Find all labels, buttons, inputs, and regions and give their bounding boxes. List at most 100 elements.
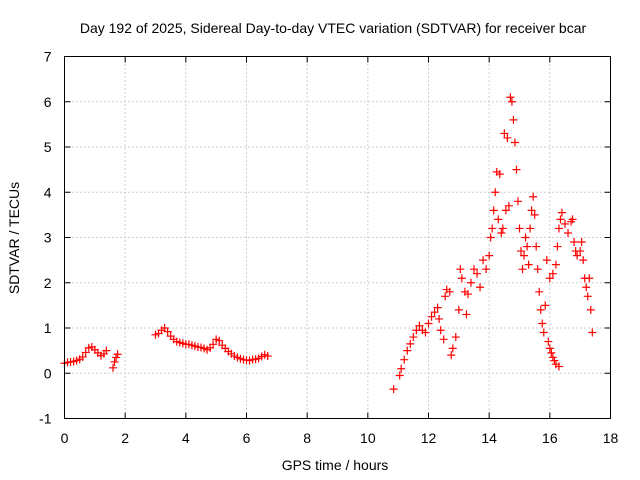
data-point [554,224,563,233]
data-point [526,224,535,233]
data-point [163,327,172,336]
data-point [530,210,539,219]
data-point [551,260,560,269]
data-point [473,269,482,278]
data-point [466,278,475,287]
data-point [570,238,579,247]
data-point [577,238,586,247]
x-tick-label: 2 [121,430,129,446]
y-axis-label: SDTVAR / TECUs [6,182,22,294]
data-point [470,265,478,274]
data-point [544,337,553,346]
data-point [536,305,545,314]
data-point [488,224,497,233]
data-point [533,265,542,274]
data-point [427,312,436,321]
data-point [517,247,526,256]
data-point [509,115,518,124]
data-point [494,215,503,224]
x-tick-label: 4 [182,430,190,446]
data-point [439,335,448,344]
data-point [573,251,582,260]
data-point [463,290,472,299]
data-point [579,256,588,265]
data-point [485,251,494,260]
data-point [564,228,573,237]
data-points [60,93,597,394]
data-point [532,242,541,251]
data-point [433,303,442,312]
data-point [482,265,491,274]
data-point [400,355,409,364]
data-point [397,364,406,373]
data-point [524,260,533,269]
data-point [441,292,450,301]
data-point [586,305,595,314]
x-tick-label: 6 [243,430,251,446]
x-tick-label: 8 [303,430,311,446]
data-point [510,138,519,147]
data-point [535,287,544,296]
data-point [263,352,272,361]
data-point [513,197,522,206]
y-tick-label: -1 [39,411,52,427]
data-point [512,165,521,174]
x-tick-label: 12 [421,430,437,446]
data-point [527,206,536,215]
data-point [585,274,594,283]
data-point [497,228,506,237]
data-point [498,224,507,233]
data-point [554,362,563,371]
data-point [389,385,398,394]
data-point [521,233,530,242]
data-point [476,283,485,292]
x-tick-label: 10 [360,430,376,446]
data-point [486,233,495,242]
data-point [110,357,119,366]
data-point [430,308,439,317]
x-tick-label: 14 [481,430,497,446]
y-tick-label: 3 [44,230,52,246]
data-point [501,206,510,215]
data-point [415,321,424,330]
x-tick-label: 18 [603,430,619,446]
y-tick-label: 7 [44,49,52,65]
data-point [421,328,430,337]
x-tick-labels: 0 2 4 6 8 10 12 14 16 18 [61,430,619,446]
y-tick-label: 4 [44,184,52,200]
data-point [81,348,90,357]
y-tick-label: 6 [44,94,52,110]
data-point [583,292,592,301]
data-point [542,256,551,265]
data-point [456,265,465,274]
data-point [489,206,498,215]
data-point [538,319,547,328]
y-tick-label: 0 [44,365,52,381]
data-point [550,356,559,365]
data-point [547,348,556,357]
data-point [462,310,471,319]
data-point [548,269,557,278]
data-point [457,274,466,283]
data-point [553,242,562,251]
data-point [451,333,460,342]
data-point [102,346,111,355]
data-point [507,97,516,106]
data-point [515,224,524,233]
data-point [395,371,404,380]
x-tick-label: 16 [542,430,558,446]
data-point [520,251,529,260]
data-point [445,287,454,296]
data-point [495,170,504,179]
data-point [561,219,569,228]
x-axis-label: GPS time / hours [282,457,389,473]
data-point [539,328,548,337]
data-point [454,305,463,314]
data-point [403,346,412,355]
data-point [113,350,122,359]
data-point [109,363,118,372]
data-point [215,336,224,345]
plot-frame [64,56,611,419]
data-point [506,93,515,102]
